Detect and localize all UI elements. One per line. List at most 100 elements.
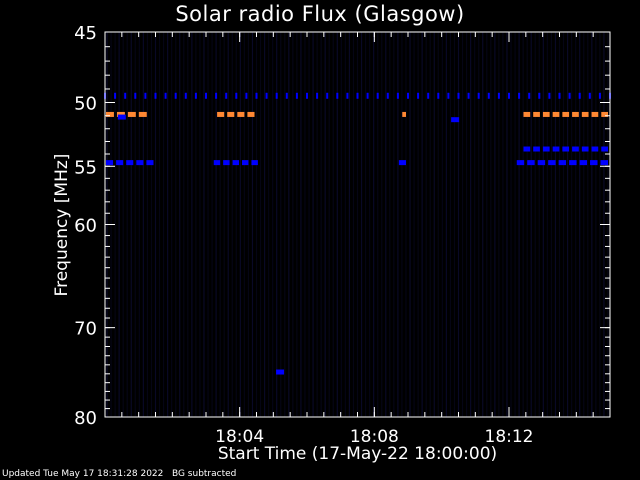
noise-streak <box>150 32 153 417</box>
emission-dot <box>437 92 440 99</box>
emission-dot <box>538 92 541 99</box>
noise-streak <box>587 32 589 417</box>
emission-dot <box>447 92 450 99</box>
noise-streak <box>255 32 258 417</box>
emission-dot <box>508 92 510 99</box>
emission-segment <box>402 111 406 117</box>
x-tick-label: 18:12 <box>485 427 534 447</box>
noise-streak <box>308 32 310 417</box>
noise-streak <box>272 32 274 417</box>
noise-streak <box>393 32 395 417</box>
noise-streak <box>167 32 169 417</box>
emission-dot <box>427 92 430 99</box>
noise-streak <box>575 32 577 417</box>
noise-streak <box>579 32 581 417</box>
emission-segment <box>542 146 550 152</box>
noise-streak <box>142 32 144 417</box>
x-tick-label: 18:08 <box>350 427 399 447</box>
emission-segment <box>127 111 136 117</box>
emission-segment <box>523 111 531 117</box>
noise-streak <box>158 32 161 417</box>
noise-streak <box>296 32 298 417</box>
noise-streak <box>191 32 193 417</box>
emission-dot <box>396 92 399 99</box>
noise-streak <box>490 32 492 417</box>
emission-segment <box>562 111 570 117</box>
y-tick-label: 55 <box>74 157 97 178</box>
emission-dot <box>326 92 329 99</box>
noise-streak <box>566 32 569 417</box>
emission-dot <box>164 92 167 99</box>
noise-streak <box>373 32 375 417</box>
emission-segment <box>558 160 567 166</box>
noise-streak <box>369 32 371 417</box>
feature-layer <box>104 92 611 375</box>
noise-streak <box>195 32 197 417</box>
noise-streak <box>126 32 128 417</box>
noise-streak <box>461 32 464 417</box>
noise-streak <box>518 32 520 417</box>
tick-layer: 45 50 55 60 70 80 18:04 18:08 18:12 <box>74 23 611 447</box>
noise-streak <box>538 32 540 417</box>
noise-streak <box>300 32 302 417</box>
noise-streak <box>595 32 597 417</box>
emission-segment <box>581 111 589 117</box>
emission-dot <box>417 92 420 99</box>
noise-streak <box>445 32 447 417</box>
x-tick-label: 18:04 <box>215 427 264 447</box>
noise-streak <box>360 32 363 417</box>
emission-dot <box>558 92 561 99</box>
emission-segment <box>223 160 230 166</box>
noise-streak <box>247 32 250 417</box>
noise-streak <box>328 32 330 417</box>
noise-streak <box>203 32 205 417</box>
noise-streak <box>409 32 411 417</box>
emission-segment <box>227 111 235 117</box>
noise-streak <box>268 32 270 417</box>
emission-dot <box>487 92 490 99</box>
noise-streak <box>510 32 512 417</box>
noise-streak <box>397 32 399 417</box>
emission-segment <box>591 111 599 117</box>
emission-dot <box>306 92 308 99</box>
emission-dot <box>144 92 147 99</box>
noise-streak <box>425 32 427 417</box>
emission-segment <box>237 111 245 117</box>
noise-streak <box>534 32 536 417</box>
noise-streak <box>421 32 423 417</box>
noise-streak <box>179 32 181 417</box>
noise-streak <box>183 32 185 417</box>
noise-streak <box>138 32 140 417</box>
noise-streak <box>482 32 484 417</box>
emission-segment <box>552 111 560 117</box>
emission-segment <box>562 146 570 152</box>
emission-dot <box>225 92 228 99</box>
noise-streak <box>175 32 177 417</box>
noise-streak <box>429 32 431 417</box>
noise-streak <box>530 32 532 417</box>
noise-streak <box>401 32 403 417</box>
emission-segment <box>232 160 240 166</box>
emission-dot <box>407 92 409 99</box>
noise-streak <box>118 32 120 417</box>
emission-segment <box>138 111 147 117</box>
emission-dot <box>477 92 480 99</box>
emission-segment <box>523 146 531 152</box>
emission-segment <box>572 111 579 117</box>
emission-dot <box>124 92 127 99</box>
noise-streak <box>377 32 379 417</box>
noise-streak <box>453 32 456 417</box>
emission-dot <box>457 92 460 99</box>
emission-dot <box>497 92 500 99</box>
noise-streak <box>417 32 419 417</box>
emission-dot <box>235 92 238 99</box>
noise-streak <box>122 32 124 417</box>
emission-dot <box>194 92 197 99</box>
emission-spot <box>117 114 126 120</box>
emission-spot <box>451 117 460 123</box>
emission-segment <box>116 111 125 117</box>
noise-streak <box>171 32 173 417</box>
noise-streak <box>336 32 338 417</box>
emission-segment <box>126 160 134 166</box>
noise-streak <box>276 32 278 417</box>
